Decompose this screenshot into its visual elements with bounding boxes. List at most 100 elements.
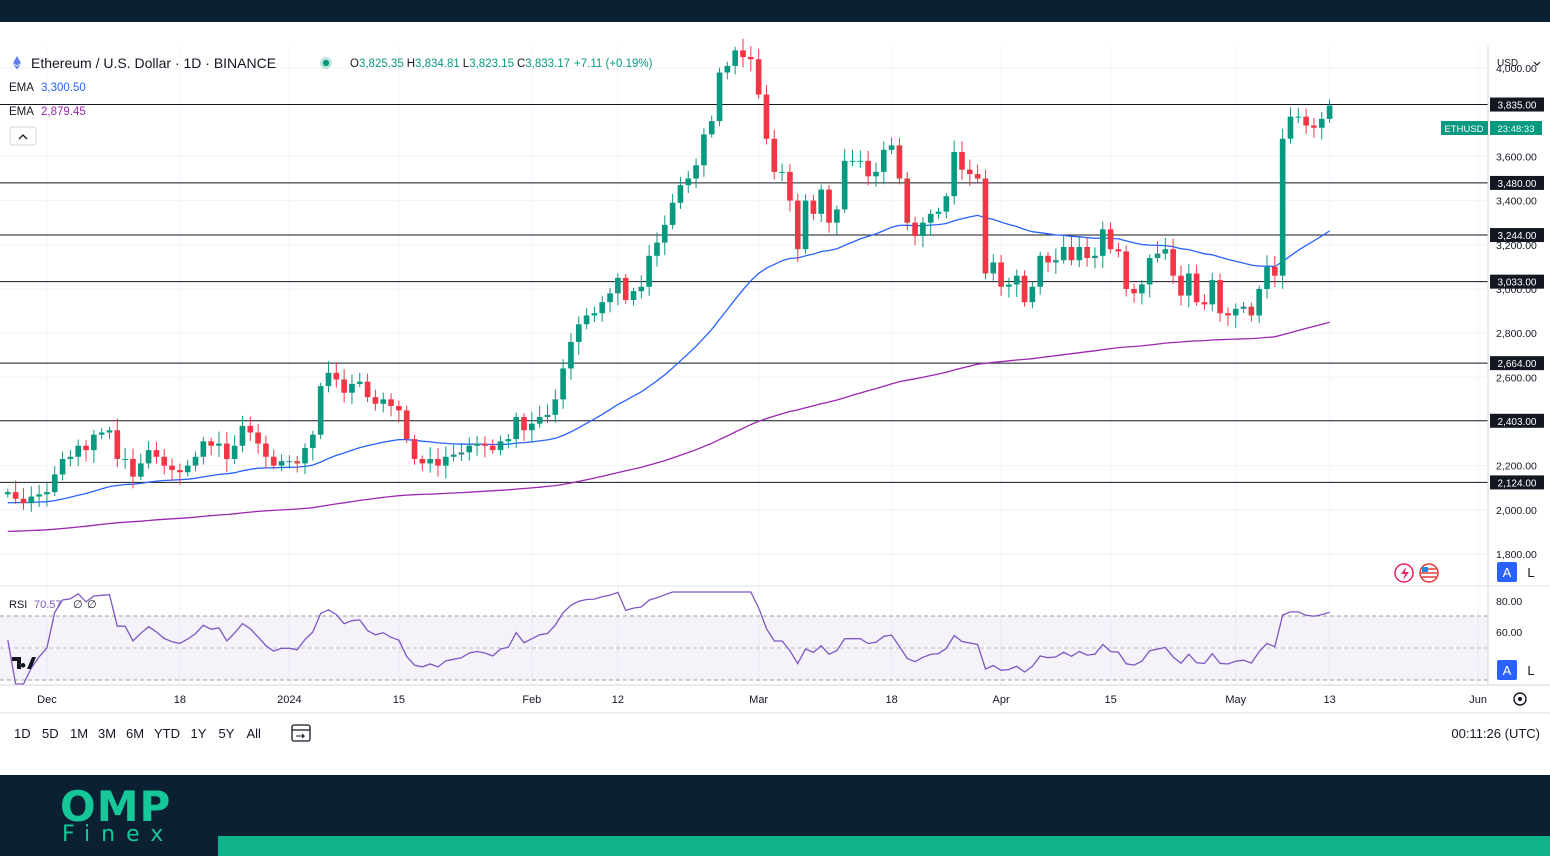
- candle-body: [693, 165, 699, 179]
- candle-body: [732, 50, 738, 66]
- candle-body: [1021, 275, 1028, 303]
- candle-body: [137, 463, 144, 477]
- level-tag-bg: [1490, 475, 1544, 490]
- candle-body: [169, 465, 175, 471]
- level-tag: 2,403.00: [1498, 417, 1537, 428]
- candle: [701, 128, 707, 177]
- candle: [591, 306, 598, 323]
- candle: [317, 382, 324, 440]
- candle: [787, 164, 793, 212]
- candle-body: [661, 224, 668, 243]
- candle-body: [270, 456, 277, 466]
- candle: [998, 254, 1004, 296]
- candle: [779, 163, 785, 182]
- change-value: +7.11 (+0.19%): [574, 58, 653, 70]
- rsi-legend[interactable]: RSI 70.57 ∅ ∅: [9, 599, 97, 611]
- candle: [1318, 112, 1325, 140]
- candle: [654, 232, 660, 267]
- price-tick: 3,200.00: [1496, 240, 1537, 252]
- candle: [794, 193, 801, 262]
- timeframe-button[interactable]: 5Y: [219, 726, 235, 741]
- candle-body: [888, 145, 895, 150]
- tradingview-logo[interactable]: [12, 657, 36, 669]
- candle: [544, 404, 551, 423]
- date-range-button[interactable]: [291, 724, 311, 742]
- candle: [91, 429, 97, 463]
- candle: [1154, 241, 1161, 263]
- o-value: 3,825.35: [359, 58, 404, 70]
- candle-body: [1326, 105, 1333, 119]
- candle: [435, 447, 441, 477]
- ema-fast-legend[interactable]: EMA 3,300.50: [9, 82, 86, 94]
- utc-clock[interactable]: 00:11:26 (UTC): [1451, 726, 1540, 741]
- candle-body: [325, 372, 332, 387]
- timeframe-button[interactable]: 5D: [42, 726, 59, 741]
- candle-body: [1123, 251, 1130, 289]
- candle-body: [787, 171, 793, 201]
- candle-body: [708, 121, 715, 135]
- candle-body: [646, 255, 652, 287]
- candle: [192, 451, 199, 472]
- candle: [466, 437, 473, 461]
- candle-body: [153, 450, 160, 457]
- rsi-auto-scale-button[interactable]: [1497, 660, 1517, 680]
- h-label: H: [407, 58, 415, 70]
- candle: [880, 141, 887, 185]
- log-scale-button[interactable]: L: [1527, 565, 1534, 580]
- level-tag: 2,124.00: [1498, 478, 1537, 489]
- timeframe-button[interactable]: 1D: [14, 726, 31, 741]
- candle-body: [654, 242, 660, 256]
- price-tick: 2,600.00: [1496, 372, 1537, 384]
- ema-slow-legend[interactable]: EMA 2,879.45: [9, 106, 86, 118]
- candle-body: [1099, 229, 1106, 256]
- timeframe-button[interactable]: 3M: [98, 726, 116, 741]
- candle-body: [677, 185, 684, 203]
- timeframe-button[interactable]: 6M: [126, 726, 144, 741]
- candle-body: [67, 456, 74, 459]
- candle: [802, 194, 809, 254]
- candle-body: [380, 399, 387, 404]
- currency-chevron-icon[interactable]: [1533, 61, 1541, 66]
- candle-body: [216, 443, 222, 446]
- level-tag: 3,244.00: [1498, 231, 1537, 242]
- candle-body: [28, 496, 35, 504]
- candle: [1021, 270, 1028, 307]
- candles: [5, 38, 1333, 512]
- settings-gear-icon[interactable]: [1513, 692, 1527, 706]
- timeframe-button[interactable]: YTD: [154, 726, 180, 741]
- candle-body: [896, 145, 903, 179]
- candle-body: [411, 439, 418, 459]
- candle-body: [1209, 280, 1216, 305]
- symbol-legend[interactable]: Ethereum / U.S. Dollar · 1D · BINANCE O3…: [13, 55, 653, 71]
- candle: [51, 466, 58, 497]
- candle-body: [622, 277, 629, 300]
- candle: [607, 288, 613, 313]
- candle-body: [1084, 246, 1090, 259]
- candle: [1326, 99, 1333, 123]
- collapse-legend-button[interactable]: [9, 126, 37, 146]
- candle-body: [974, 174, 981, 179]
- currency-select[interactable]: USD: [1497, 58, 1518, 69]
- candle-body: [505, 439, 512, 442]
- candle-body: [1256, 288, 1263, 316]
- rsi-label: RSI: [9, 599, 27, 611]
- time-tick: May: [1225, 694, 1246, 706]
- timeframe-button[interactable]: All: [247, 726, 262, 741]
- candle-body: [1303, 116, 1309, 126]
- level-tag-bg: [1490, 175, 1544, 190]
- time-axis[interactable]: Dec 18 2024 15 Feb 12 Mar 18 Apr 15 May 13 Jun: [37, 694, 1487, 706]
- timeframe-button[interactable]: 1Y: [191, 726, 207, 741]
- rsi-log-scale-button[interactable]: L: [1527, 663, 1534, 678]
- candle: [161, 449, 168, 475]
- candle: [740, 38, 746, 68]
- timeframe-button[interactable]: 1M: [70, 726, 88, 741]
- candle: [912, 216, 918, 246]
- candle: [200, 436, 207, 465]
- candle-body: [1045, 255, 1051, 263]
- candle-body: [1013, 275, 1020, 285]
- candle-body: [5, 492, 11, 495]
- candle: [818, 184, 825, 223]
- auto-scale-button[interactable]: [1497, 562, 1517, 582]
- time-tick: 15: [393, 694, 405, 706]
